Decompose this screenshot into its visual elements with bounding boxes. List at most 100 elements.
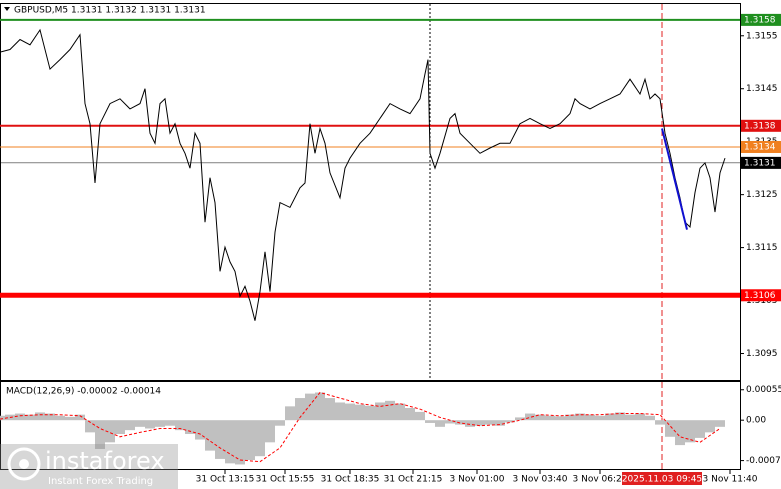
macd-bar [335, 402, 345, 421]
macd-bar [515, 417, 525, 421]
macd-bar [415, 411, 425, 421]
macd-bar [205, 420, 215, 451]
macd-bar [155, 420, 165, 427]
macd-bar [475, 420, 485, 426]
x-tick-label: 3 Nov 11:40 [703, 475, 758, 485]
macd-bar [605, 413, 615, 421]
macd-bar [555, 416, 565, 421]
y-tick-label: 0.00055 [746, 385, 781, 395]
macd-bar [375, 402, 385, 421]
macd-bar [235, 420, 245, 465]
level-label: 1.3158 [744, 15, 776, 25]
macd-bar [145, 420, 155, 429]
plot: 1.31551.31451.31351.31251.31151.31051.30… [0, 4, 781, 485]
macd-bar [635, 413, 645, 421]
macd-bar [275, 420, 285, 426]
macd-bar [585, 414, 595, 421]
macd-bar [505, 420, 515, 423]
macd-bar [305, 393, 315, 421]
level-label-bg [741, 156, 781, 169]
macd-bar [55, 415, 65, 421]
cursor-label-bg [622, 472, 702, 485]
y-tick-label: 1.3155 [746, 31, 778, 41]
y-tick-label: -0.00073 [746, 456, 781, 466]
macd-bar [465, 420, 475, 427]
macd-bar [315, 392, 325, 421]
macd-bar [485, 420, 495, 425]
watermark-tagline: Instant Forex Trading [48, 476, 153, 487]
macd-bar [655, 420, 665, 425]
macd-bar [545, 415, 555, 421]
macd-bar [0, 415, 5, 421]
level-label-bg [741, 13, 781, 26]
macd-frame [0, 381, 741, 470]
macd-bar [625, 414, 635, 421]
macd-bar [165, 420, 175, 426]
signal-line [0, 391, 721, 463]
watermark: instaforex Instant Forex Trading [0, 444, 178, 489]
x-tick-label: 31 Oct 13:15 [196, 475, 255, 485]
macd-bar [15, 413, 25, 421]
macd-bar [95, 420, 105, 449]
x-tick-label: 3 Nov 03:40 [513, 475, 568, 485]
macd-bar [445, 420, 455, 424]
watermark-name: instaforex [45, 447, 165, 475]
level-label: 1.3134 [744, 142, 776, 152]
macd-bar [385, 400, 395, 421]
macd-bar [595, 415, 605, 421]
macd-bar [45, 413, 55, 421]
x-tick-label: 3 Nov 06:20 [573, 475, 628, 485]
macd-bar [575, 413, 585, 421]
macd-bar [615, 412, 625, 421]
level-label: 1.3106 [744, 291, 776, 301]
macd-bar [245, 420, 255, 461]
macd-bar [25, 414, 35, 421]
macd-bar [665, 420, 675, 437]
macd-bar [495, 420, 505, 426]
x-tick-label: 3 Nov 01:00 [450, 475, 505, 485]
x-tick-label: 31 Oct 21:15 [384, 475, 443, 485]
watermark-logo-dot [19, 459, 29, 469]
macd-bar [35, 412, 45, 421]
macd-bar [455, 420, 465, 425]
macd-bar [325, 398, 335, 421]
y-tick-label: 1.3095 [746, 349, 778, 359]
macd-bar [425, 420, 435, 423]
macd-bar [125, 420, 135, 431]
macd-bar [525, 413, 535, 421]
macd-bar [185, 420, 195, 435]
macd-bar [255, 420, 265, 457]
macd-bar [365, 405, 375, 421]
macd-bar [435, 420, 445, 427]
level-label-bg [741, 140, 781, 153]
price-line [0, 28, 726, 321]
macd-bar [645, 415, 655, 421]
y-tick-label: 1.3125 [746, 190, 778, 200]
macd-bar [685, 420, 695, 443]
macd-bar [675, 420, 685, 446]
cursor-label: 2025.11.03 09:45 [622, 475, 702, 485]
y-tick-label: 1.3145 [746, 84, 778, 94]
y-tick-label: 1.3115 [746, 243, 778, 253]
macd-bar [85, 420, 95, 433]
level-label-bg [741, 119, 781, 132]
macd-bar [565, 414, 575, 421]
price-frame [0, 3, 741, 381]
macd-bar [65, 416, 75, 421]
chart-title: GBPUSD,M5 1.3131 1.3132 1.3131 1.3131 [14, 6, 206, 16]
level-label-bg [741, 289, 781, 302]
macd-title: MACD(12,26,9) -0.00002 -0.00014 [6, 387, 161, 397]
macd-bar [225, 420, 235, 464]
title-marker [4, 7, 10, 11]
macd-bar [705, 420, 715, 433]
macd-bar [535, 414, 545, 421]
x-tick-label: 31 Oct 15:55 [256, 475, 315, 485]
macd-bar [715, 420, 725, 427]
macd-bar [295, 398, 305, 421]
macd-bar [285, 406, 295, 421]
macd-bar [395, 403, 405, 421]
macd-bar [115, 420, 125, 435]
x-tick-label: 31 Oct 18:35 [321, 475, 380, 485]
macd-bar [695, 420, 705, 438]
